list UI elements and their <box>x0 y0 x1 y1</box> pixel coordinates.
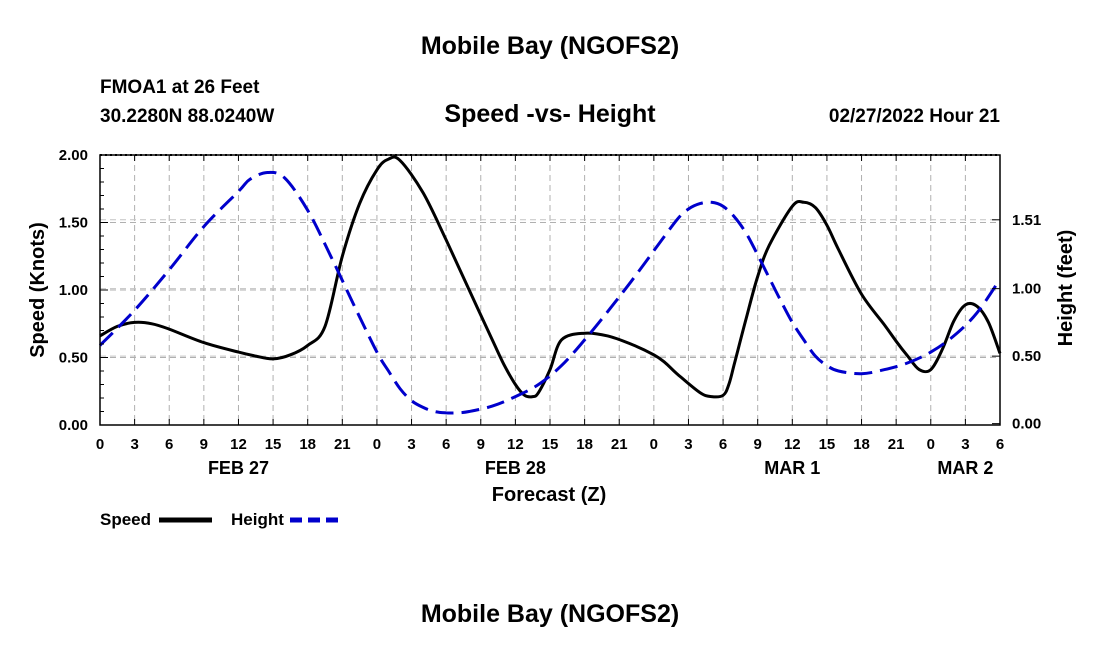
chart-grid <box>100 155 1000 425</box>
x-tick-label: 15 <box>265 436 282 453</box>
y-axis-label-right: Height (feet) <box>1055 230 1077 347</box>
x-axis-label: Forecast (Z) <box>492 484 606 506</box>
x-tick-label: 6 <box>719 436 727 453</box>
x-tick-label: 21 <box>611 436 628 453</box>
legend-label-speed: Speed <box>100 510 151 529</box>
forecast-datetime: 02/27/2022 Hour 21 <box>828 106 1000 127</box>
station-label: FMOA1 at 26 Feet <box>100 77 260 98</box>
date-label: FEB 28 <box>485 458 546 478</box>
chart-series <box>98 155 1002 415</box>
legend-label-height: Height <box>231 510 284 529</box>
x-tick-label: 12 <box>230 436 247 453</box>
y-tick-label-left: 1.50 <box>59 215 88 232</box>
y-axis-label-left: Speed (Knots) <box>27 222 49 358</box>
series-line-speed <box>99 155 1002 399</box>
x-tick-label: 6 <box>442 436 450 453</box>
y-tick-label-right: 0.00 <box>1012 416 1041 433</box>
footer-title: Mobile Bay (NGOFS2) <box>420 600 680 628</box>
x-tick-label: 12 <box>784 436 801 453</box>
x-tick-label: 3 <box>130 436 138 453</box>
series-line-height <box>98 170 1002 415</box>
y-tick-label-left: 2.00 <box>59 147 88 164</box>
x-tick-label: 21 <box>334 436 351 453</box>
x-tick-label: 15 <box>542 436 559 453</box>
chart-axes: 0 3 6 9 12 15 18 21 0 3 6 9 12 15 18 21 0 3 6 9 12 15 18 21 0 3 6 F… <box>59 147 1041 478</box>
y-tick-label-right: 1.51 <box>1012 212 1041 229</box>
x-tick-label: 9 <box>477 436 485 453</box>
chart-subtitle: Speed -vs- Height <box>444 100 656 128</box>
x-tick-label: 3 <box>961 436 969 453</box>
x-tick-label: 0 <box>927 436 935 453</box>
x-tick-label: 9 <box>200 436 208 453</box>
y-tick-label-right: 0.50 <box>1012 348 1041 365</box>
x-tick-label: 0 <box>650 436 658 453</box>
station-coordinates: 30.2280N 88.0240W <box>100 106 275 127</box>
x-tick-label: 9 <box>754 436 762 453</box>
y-tick-label-left: 1.00 <box>59 282 88 299</box>
y-tick-label-left: 0.50 <box>59 350 88 367</box>
x-tick-label: 0 <box>96 436 104 453</box>
x-tick-label: 6 <box>996 436 1004 453</box>
x-tick-label: 12 <box>507 436 524 453</box>
x-tick-label: 18 <box>853 436 870 453</box>
date-label: FEB 27 <box>208 458 269 478</box>
y-tick-label-left: 0.00 <box>59 417 88 434</box>
x-tick-label: 21 <box>888 436 905 453</box>
chart-title: Mobile Bay (NGOFS2) <box>420 32 680 60</box>
x-tick-label: 3 <box>407 436 415 453</box>
x-tick-label: 6 <box>165 436 173 453</box>
x-tick-label: 15 <box>819 436 836 453</box>
x-tick-label: 18 <box>299 436 316 453</box>
x-tick-label: 3 <box>684 436 692 453</box>
x-tick-label: 18 <box>576 436 593 453</box>
legend: Speed Height <box>100 510 343 529</box>
x-tick-label: 0 <box>373 436 381 453</box>
date-label: MAR 2 <box>937 458 993 478</box>
date-label: MAR 1 <box>764 458 820 478</box>
y-tick-label-right: 1.00 <box>1012 281 1041 298</box>
